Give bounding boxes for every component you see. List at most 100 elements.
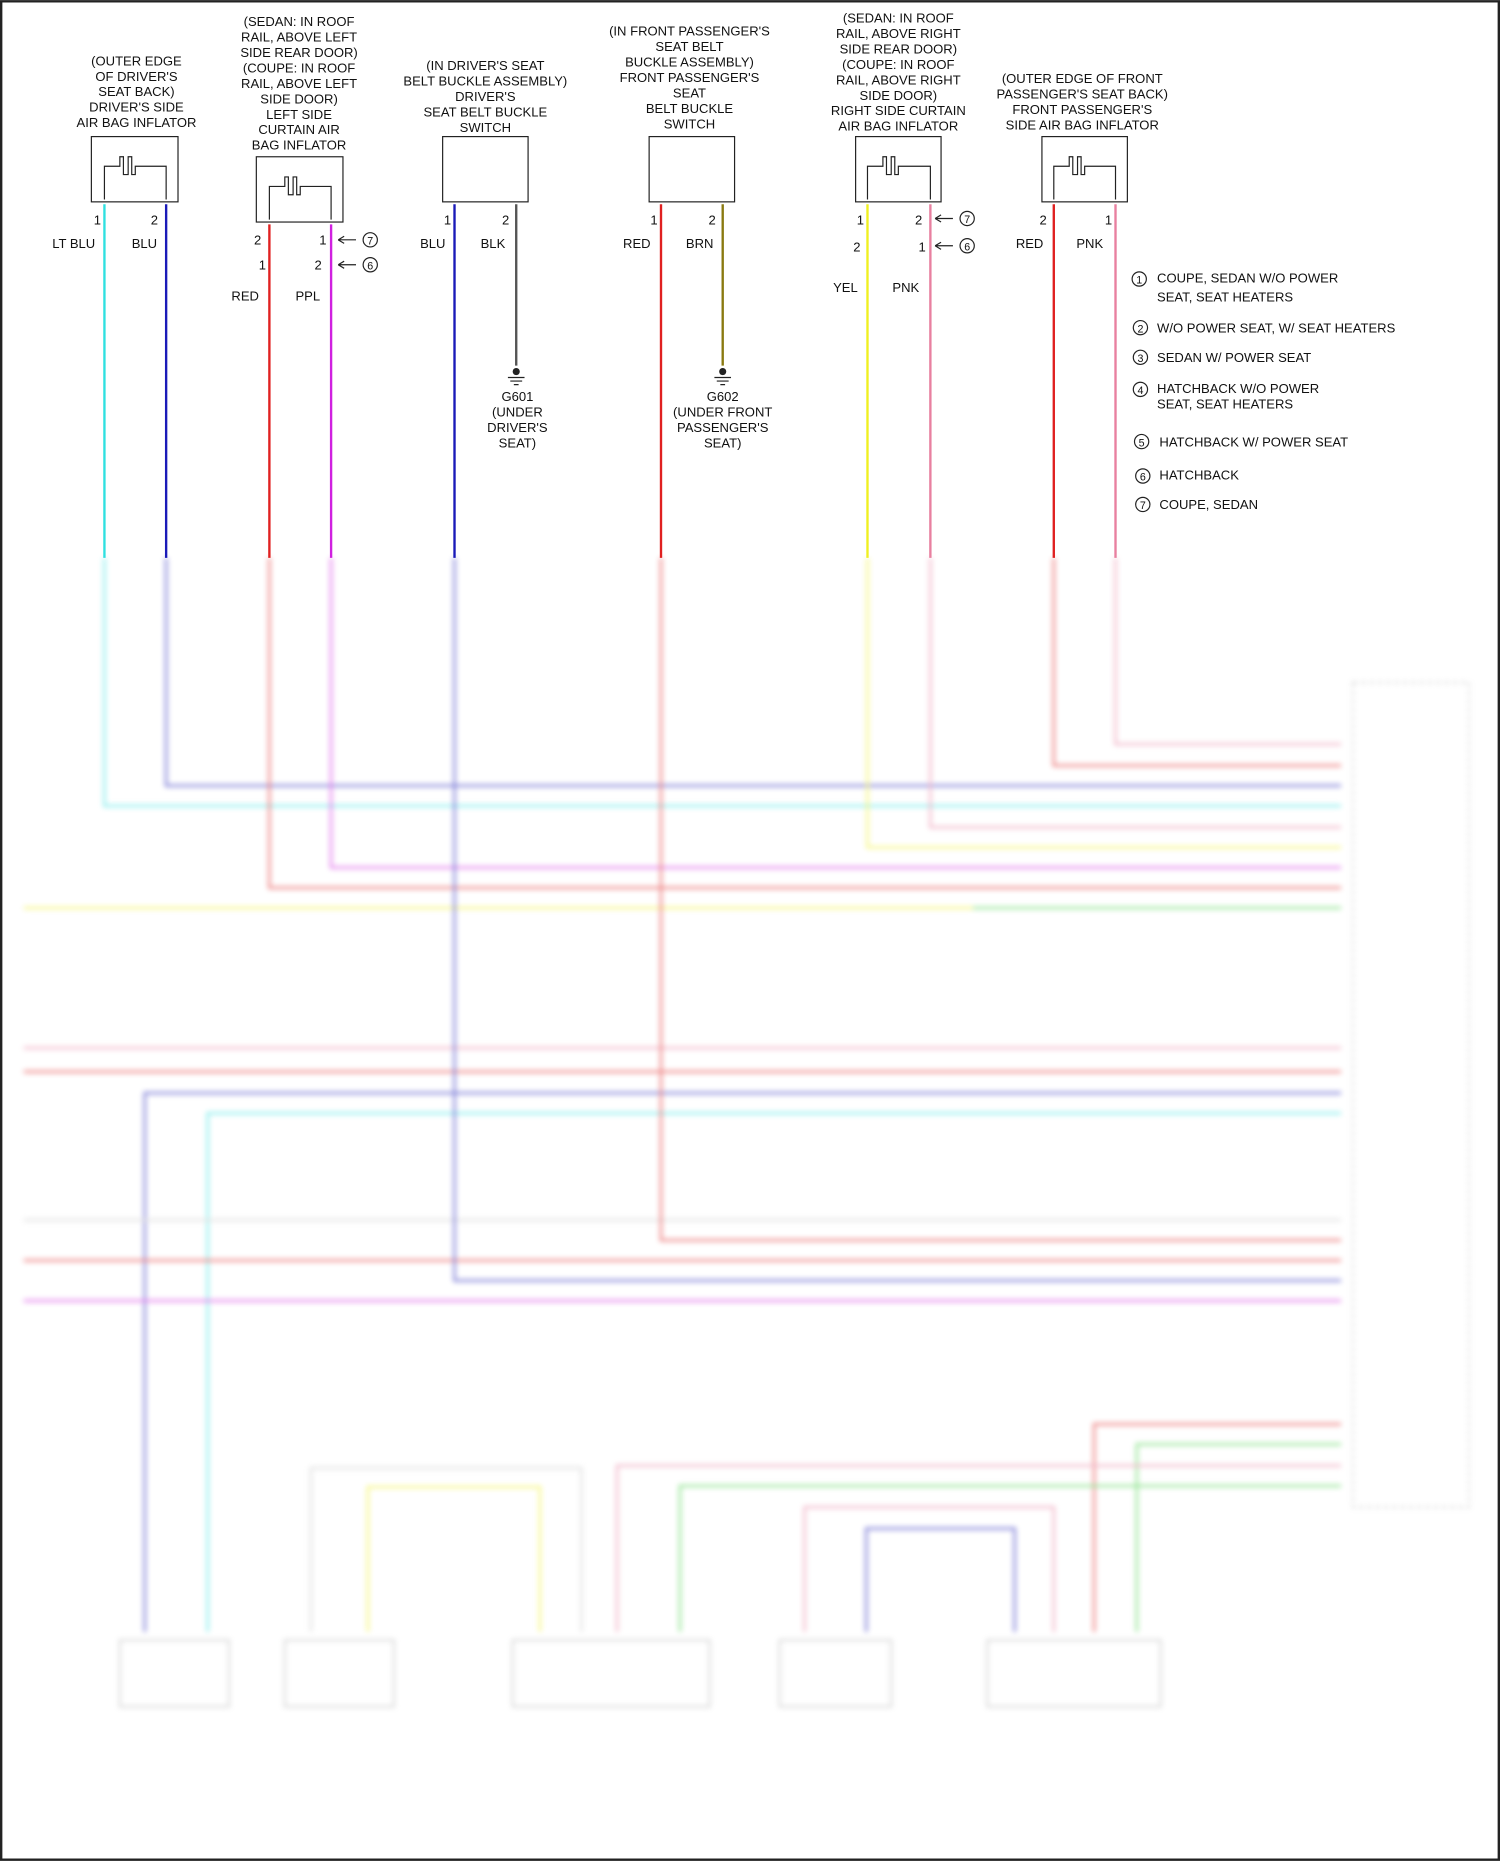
component-label: CURTAIN AIR: [258, 122, 339, 137]
wire-color-label: RED: [1016, 236, 1044, 251]
component-label: RAIL, ABOVE RIGHT: [836, 72, 961, 87]
ground-label: SEAT): [499, 436, 536, 451]
pin-number: 2: [1040, 212, 1047, 227]
component-label: BAG INFLATOR: [252, 138, 347, 153]
legend-text: SEAT, SEAT HEATERS: [1157, 290, 1293, 305]
pin-number: 2: [915, 212, 922, 227]
component-label: SIDE AIR BAG INFLATOR: [1006, 117, 1159, 132]
component-label: SIDE REAR DOOR): [240, 45, 357, 60]
component-label: SIDE DOOR): [260, 91, 338, 106]
blurred-lower-section: [23, 557, 1470, 1708]
note-number: 6: [367, 261, 373, 273]
component-label: (IN FRONT PASSENGER'S: [609, 24, 770, 39]
passenger-seat-belt-buckle-switch: (IN FRONT PASSENGER'S SEAT BELT BUCKLE A…: [609, 24, 772, 558]
wire-color-label: LT BLU: [52, 236, 95, 251]
component-label: AIR BAG INFLATOR: [838, 119, 958, 134]
wire-color-label: BLU: [132, 236, 157, 251]
component-label: (COUPE: IN ROOF: [842, 57, 954, 72]
legend-text: W/O POWER SEAT, W/ SEAT HEATERS: [1157, 320, 1396, 335]
legend-number: 4: [1137, 385, 1143, 397]
right-curtain-airbag-inflator: (SEDAN: IN ROOF RAIL, ABOVE RIGHT SIDE R…: [831, 11, 975, 558]
pin-number: 2: [502, 212, 509, 227]
component-label: (SEDAN: IN ROOF: [244, 14, 355, 29]
driver-seat-belt-buckle-switch: (IN DRIVER'S SEAT BELT BUCKLE ASSEMBLY) …: [403, 58, 567, 558]
component-label: AIR BAG INFLATOR: [77, 115, 197, 130]
legend-text: COUPE, SEDAN: [1159, 497, 1258, 512]
component-label: SWITCH: [664, 116, 715, 131]
squib-icon: [1053, 156, 1117, 200]
component-label: BELT BUCKLE ASSEMBLY): [403, 74, 567, 89]
component-label: (SEDAN: IN ROOF: [843, 11, 954, 26]
squib-icon: [268, 176, 332, 220]
ground-label: G601: [501, 389, 533, 404]
legend-text: HATCHBACK W/ POWER SEAT: [1159, 434, 1348, 449]
sensor-box: [512, 1639, 711, 1708]
pin-number: 2: [853, 240, 860, 255]
arrow-icon: [934, 214, 953, 223]
note-number: 7: [964, 214, 970, 226]
pin-number: 2: [314, 258, 321, 273]
component-label: FRONT PASSENGER'S: [1012, 102, 1152, 117]
note-circle: [959, 210, 975, 227]
pin-number: 2: [708, 212, 715, 227]
sensor-box: [284, 1639, 395, 1708]
component-label: RAIL, ABOVE LEFT: [241, 30, 357, 45]
ground-label: PASSENGER'S: [677, 420, 769, 435]
note-circle: [362, 257, 378, 273]
pin-number: 1: [94, 212, 101, 227]
squib-icon: [103, 156, 167, 200]
pin-number: 1: [919, 240, 926, 255]
pin-number: 1: [1105, 212, 1112, 227]
note-number: 7: [367, 236, 373, 248]
ground-label: G602: [707, 389, 739, 404]
legend-text: HATCHBACK: [1159, 468, 1239, 483]
component-label: DRIVER'S SIDE: [89, 100, 184, 115]
legend-text: COUPE, SEDAN W/O POWER: [1157, 271, 1338, 286]
component-label: SEAT BELT BUCKLE: [423, 104, 547, 119]
component-label: LEFT SIDE: [266, 107, 332, 122]
legend-number: 3: [1137, 353, 1143, 365]
ground-label: (UNDER FRONT: [673, 405, 772, 420]
wire-color-label: BLU: [420, 236, 445, 251]
ground-icon: [714, 368, 732, 386]
component-label: SEAT BELT: [655, 39, 723, 54]
connector-box: [442, 135, 529, 203]
wire-color-label: RED: [231, 288, 259, 303]
component-label: DRIVER'S: [455, 89, 516, 104]
driver-side-airbag-inflator: (OUTER EDGE OF DRIVER'S SEAT BACK) DRIVE…: [52, 53, 197, 558]
component-label: SIDE DOOR): [860, 88, 938, 103]
component-label: SEAT: [673, 85, 706, 100]
legend-text: HATCHBACK W/O POWER: [1157, 381, 1319, 396]
wire-color-label: PNK: [892, 280, 919, 295]
pin-number: 1: [319, 233, 326, 248]
legend: 1 COUPE, SEDAN W/O POWER SEAT, SEAT HEAT…: [1131, 271, 1396, 512]
component-label: RIGHT SIDE CURTAIN: [831, 103, 966, 118]
component-label: SIDE REAR DOOR): [840, 42, 957, 57]
pin-number: 1: [259, 258, 266, 273]
component-label: (COUPE: IN ROOF: [243, 61, 355, 76]
ground-label: DRIVER'S: [487, 420, 548, 435]
note-circle: [362, 232, 378, 248]
pin-number: 1: [857, 212, 864, 227]
component-label: PASSENGER'S SEAT BACK): [997, 87, 1168, 102]
wire-color-label: PNK: [1076, 236, 1103, 251]
wire-color-label: PPL: [295, 288, 320, 303]
sensor-box: [779, 1639, 892, 1708]
component-label: BELT BUCKLE: [646, 101, 734, 116]
pin-number: 1: [444, 212, 451, 227]
wire-color-label: BRN: [686, 236, 714, 251]
passenger-side-airbag-inflator: (OUTER EDGE OF FRONT PASSENGER'S SEAT BA…: [997, 71, 1168, 558]
arrow-icon: [934, 241, 953, 250]
wire-color-label: RED: [623, 236, 651, 251]
wire-color-label: BLK: [481, 236, 506, 251]
ground-label: SEAT): [704, 436, 741, 451]
component-label: SEAT BACK): [98, 84, 174, 99]
harness-wires: [23, 557, 1341, 1632]
arrow-icon: [337, 260, 357, 269]
component-label: OF DRIVER'S: [95, 69, 178, 84]
legend-text: SEDAN W/ POWER SEAT: [1157, 350, 1311, 365]
bottom-sensors: [119, 1639, 1162, 1708]
legend-number: 6: [1140, 472, 1146, 484]
component-label: FRONT PASSENGER'S: [620, 70, 760, 85]
